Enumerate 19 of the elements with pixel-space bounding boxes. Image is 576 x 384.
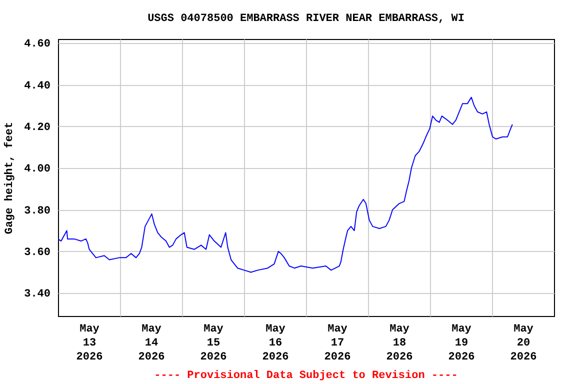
x-tick-label: May 20 2026 (510, 324, 537, 364)
line-series (58, 96, 513, 273)
chart-title: USGS 04078500 EMBARRASS RIVER NEAR EMBARRASS, WI (148, 13, 464, 26)
x-tick-label: May 19 2026 (448, 324, 475, 364)
y-tick-label: 3.60 (24, 246, 50, 259)
y-axis-title: Gage height, feet (3, 122, 16, 234)
x-tick-label: May 13 2026 (76, 324, 103, 364)
y-tick-label: 4.40 (24, 80, 50, 92)
x-tick-label: May 17 2026 (324, 324, 351, 364)
y-tick-label: 4.20 (24, 122, 50, 134)
text: ---- Provisional Data Subject to Revision ---- (154, 370, 458, 382)
x-tick-label: May 14 2026 (138, 324, 165, 364)
y-tick-label: 4.00 (24, 164, 50, 176)
y-tick-label: 3.80 (24, 205, 50, 218)
x-tick-label: May 16 2026 (262, 324, 289, 364)
y-tick-label: 4.60 (24, 38, 50, 51)
x-tick-label: May 18 2026 (386, 324, 413, 364)
x-tick-label: May 15 2026 (200, 324, 227, 364)
y-tick-label: 3.40 (24, 288, 50, 301)
